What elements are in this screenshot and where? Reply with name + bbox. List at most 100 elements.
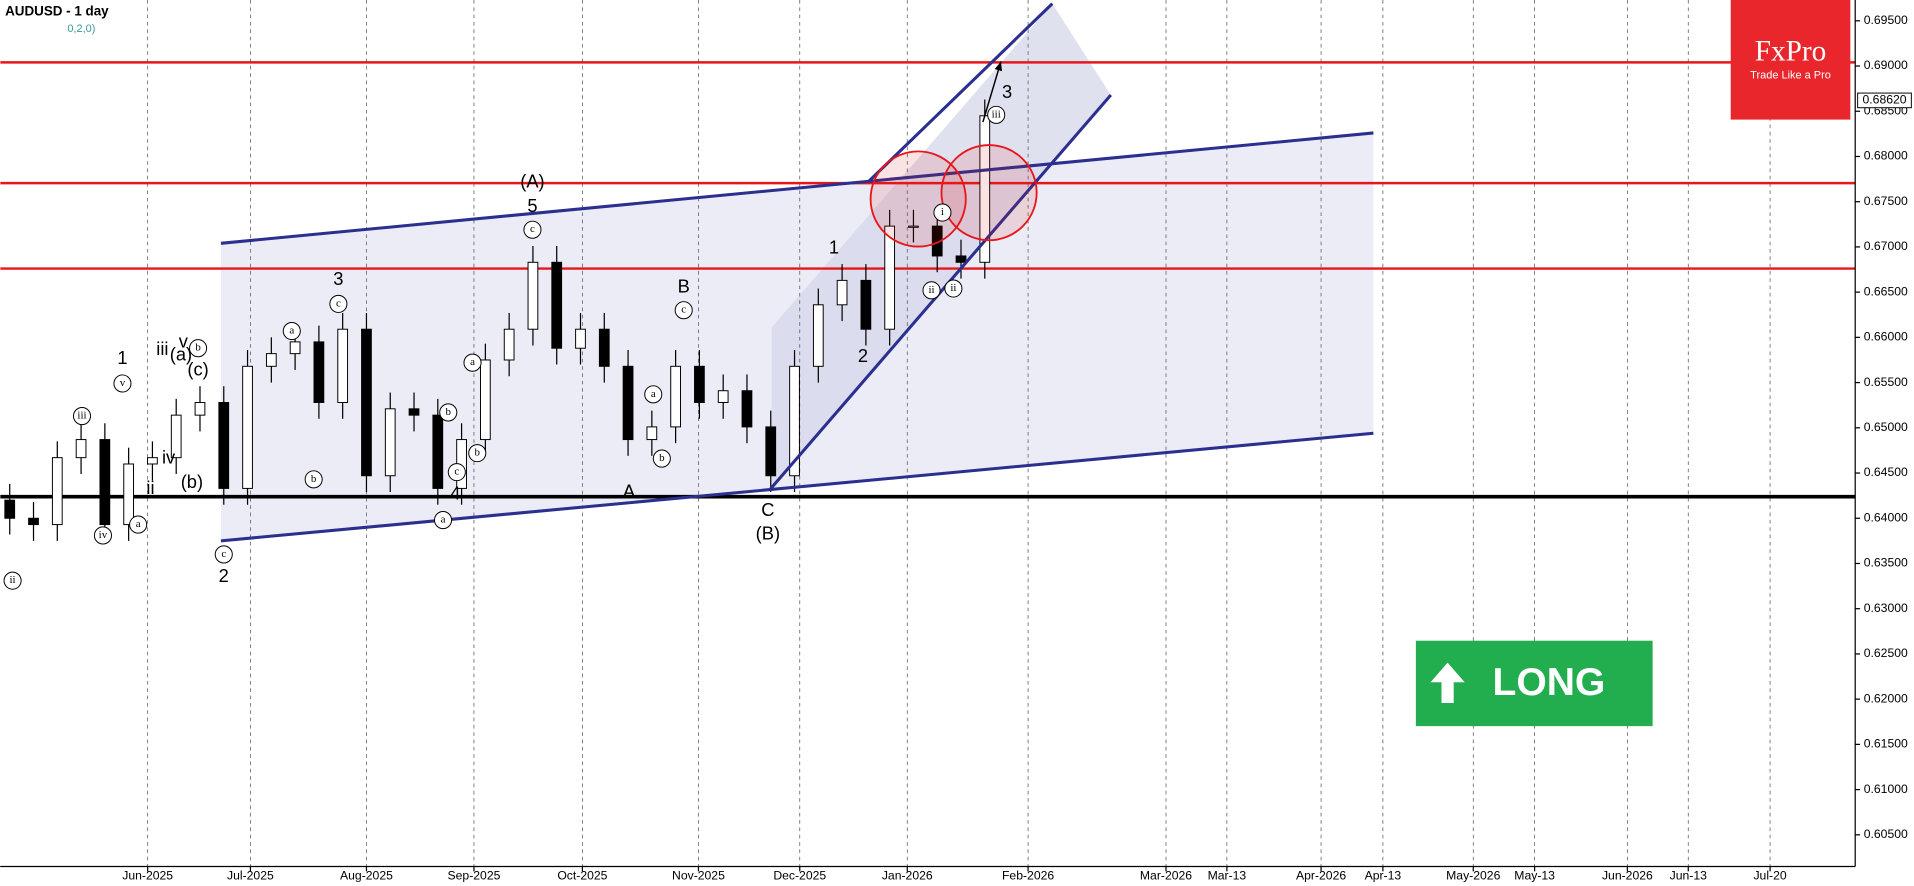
x-tick-label: Apr-2026 [1296, 868, 1346, 882]
candle-body [147, 457, 158, 465]
x-tick-label: Dec-2025 [773, 868, 826, 882]
candle-body [313, 341, 325, 403]
wave-label: 2 [219, 565, 229, 586]
y-tick-label: 0.67000 [1864, 239, 1908, 253]
x-tick-label: Mar-2026 [1140, 868, 1192, 882]
candle-body [289, 341, 301, 355]
y-tick-label: 0.64000 [1864, 510, 1908, 524]
wave-label-circle [3, 571, 22, 590]
wave-label: C [761, 499, 774, 520]
wave-label: 5 [527, 195, 537, 216]
candle-body [598, 328, 610, 367]
candle-body [218, 401, 230, 489]
y-tick-label: 0.62000 [1864, 691, 1908, 705]
x-tick-label: Jul-2025 [227, 868, 274, 882]
arrow-head [994, 61, 1003, 72]
projection-arrow [982, 61, 1002, 123]
current-price-label: 0.68620 [1863, 93, 1907, 107]
candle-body [51, 457, 63, 526]
x-tick-label: May-2026 [1446, 868, 1500, 882]
candle-body [860, 279, 872, 330]
x-tick-label: Jun-2026 [1602, 868, 1653, 882]
current-price-box [1857, 92, 1912, 109]
y-tick-label: 0.69500 [1864, 13, 1908, 27]
candle-body [170, 414, 182, 459]
wave-label: v [179, 331, 189, 352]
wave-label: A [623, 481, 636, 502]
x-tick-label: Oct-2025 [557, 868, 607, 882]
wave-label: B [678, 275, 690, 296]
y-tick-label: 0.66500 [1864, 284, 1908, 298]
wave-label-circle [933, 203, 952, 222]
wave-label: ii [10, 574, 16, 586]
wave-label: 1 [117, 347, 127, 368]
wave-label-circle [439, 403, 458, 422]
wave-label: a [289, 325, 294, 337]
candle-body [527, 261, 539, 330]
wave-label: 3 [333, 268, 343, 289]
signal-badge: LONG [1415, 640, 1653, 727]
y-tick-label: 0.69000 [1864, 58, 1908, 72]
candle-body [551, 261, 563, 349]
y-tick-label: 0.65500 [1864, 375, 1908, 389]
wave-label: a [441, 514, 446, 526]
trendline [220, 131, 1374, 245]
wave-label-circle [523, 220, 542, 239]
candle-body [812, 304, 824, 367]
x-tick-label: Jan-2026 [882, 868, 933, 882]
wave-label: iii [156, 338, 168, 359]
wave-label-circle [189, 339, 208, 358]
wave-label: a [470, 356, 475, 368]
wave-label-circle [447, 463, 466, 482]
wave-label: 1 [829, 237, 839, 258]
y-tick-label: 0.63000 [1864, 601, 1908, 615]
candle-body [361, 328, 372, 477]
wave-label: c [681, 304, 686, 316]
candle-body [741, 390, 753, 428]
wave-label-circle [113, 374, 132, 393]
wave-label: (A) [520, 171, 544, 192]
candle-body [622, 365, 634, 441]
logo-tagline: Trade Like a Pro [1750, 70, 1831, 82]
wave-label: v [120, 377, 126, 389]
y-tick-label: 0.67500 [1864, 194, 1908, 208]
logo-name: FxPro [1755, 35, 1827, 67]
wave-label: b [475, 447, 481, 459]
candle-body [646, 426, 658, 441]
candle-body [337, 328, 349, 403]
candle-body [28, 517, 39, 526]
wave-label: ii [146, 477, 154, 498]
wave-label-circle [644, 385, 663, 404]
wave-label: ii [928, 284, 934, 296]
candle-body [789, 365, 800, 477]
wave-label: a [136, 518, 141, 530]
x-tick-label: Nov-2025 [672, 868, 725, 882]
wave-label-circle [282, 322, 301, 341]
wave-label-circle [129, 515, 148, 534]
signal-box [1415, 640, 1653, 727]
wave-label-circle [468, 444, 487, 463]
x-tick-label: Feb-2026 [1002, 868, 1054, 882]
candle-body [765, 426, 777, 477]
wave-label: b [446, 406, 452, 418]
wave-label: b [195, 342, 201, 354]
wave-label: iv [162, 446, 176, 467]
candle-body [503, 328, 515, 361]
wave-label-circle [304, 470, 323, 489]
candle-body [432, 414, 444, 489]
wave-label: ii [950, 282, 956, 294]
wave-label: 3 [1002, 81, 1012, 102]
candle-body [670, 365, 681, 428]
highlight-circle [869, 150, 967, 248]
y-tick-label: 0.64500 [1864, 465, 1908, 479]
wave-label: b [659, 452, 665, 464]
wave-label: c [530, 223, 535, 235]
wave-label-circle [463, 353, 482, 372]
trendline [220, 431, 1374, 543]
wave-label-circle [329, 294, 348, 313]
y-tick-label: 0.65000 [1864, 420, 1908, 434]
x-tick-label: Jul-20 [1753, 868, 1786, 882]
wave-label-circle [652, 449, 671, 468]
